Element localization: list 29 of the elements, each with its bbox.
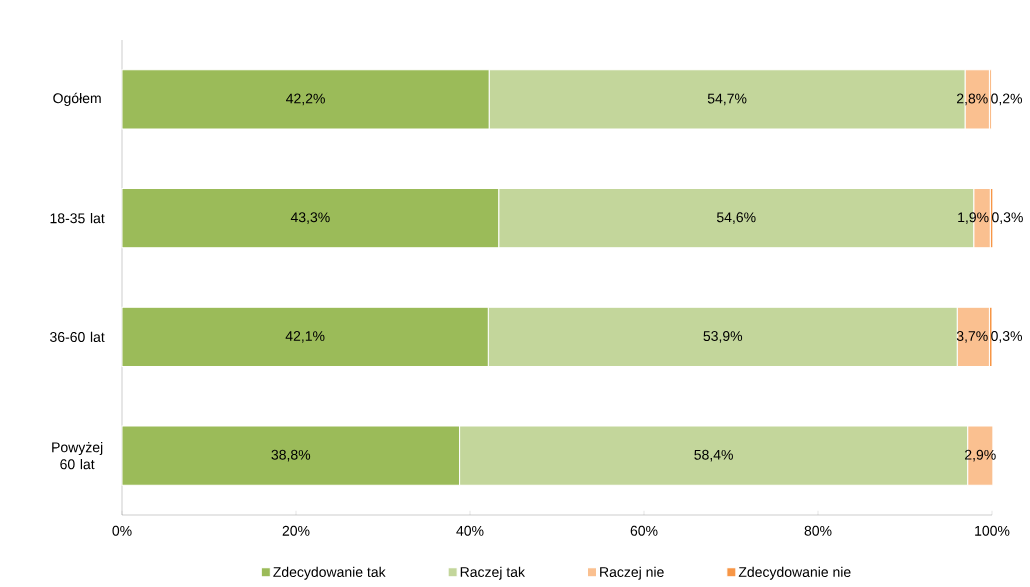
data-label: 58,4% <box>694 449 733 462</box>
data-label: 38,8% <box>271 449 311 462</box>
data-label: 42,1% <box>285 331 325 343</box>
x-tick-label: 80% <box>804 525 832 536</box>
legend-label: Zdecydowanie nie <box>738 566 851 580</box>
data-label: 1,9% <box>958 212 989 224</box>
x-tick-label: 60% <box>630 525 658 536</box>
data-label: 2,9% <box>965 449 996 462</box>
x-tick-label: 40% <box>456 525 484 536</box>
y-tick-label: Ogółem <box>53 92 101 106</box>
data-label: 54,6% <box>716 212 756 224</box>
y-tick-label: 36-60 lat <box>50 331 105 343</box>
y-tick-label: 18-35 lat <box>50 212 105 224</box>
x-tick-label: 0% <box>112 525 132 536</box>
data-label: 0,2% <box>991 93 1023 106</box>
data-label: 54,7% <box>707 93 747 106</box>
legend-label: Raczej tak <box>460 566 525 580</box>
data-label: 2,8% <box>957 93 988 106</box>
data-label: 42,2% <box>286 93 325 106</box>
data-label: 53,9% <box>703 331 743 343</box>
y-tick-label: Powyżej 60 lat <box>52 441 103 470</box>
data-label: 43,3% <box>290 212 330 224</box>
data-label: 0,3% <box>991 331 1023 343</box>
x-tick-label: 100% <box>975 525 1010 536</box>
legend-label: Raczej nie <box>600 566 664 580</box>
legend-label: Zdecydowanie tak <box>273 566 386 580</box>
data-label: 0,3% <box>992 212 1023 224</box>
x-tick-label: 20% <box>282 525 310 536</box>
data-label: 3,7% <box>956 331 988 343</box>
